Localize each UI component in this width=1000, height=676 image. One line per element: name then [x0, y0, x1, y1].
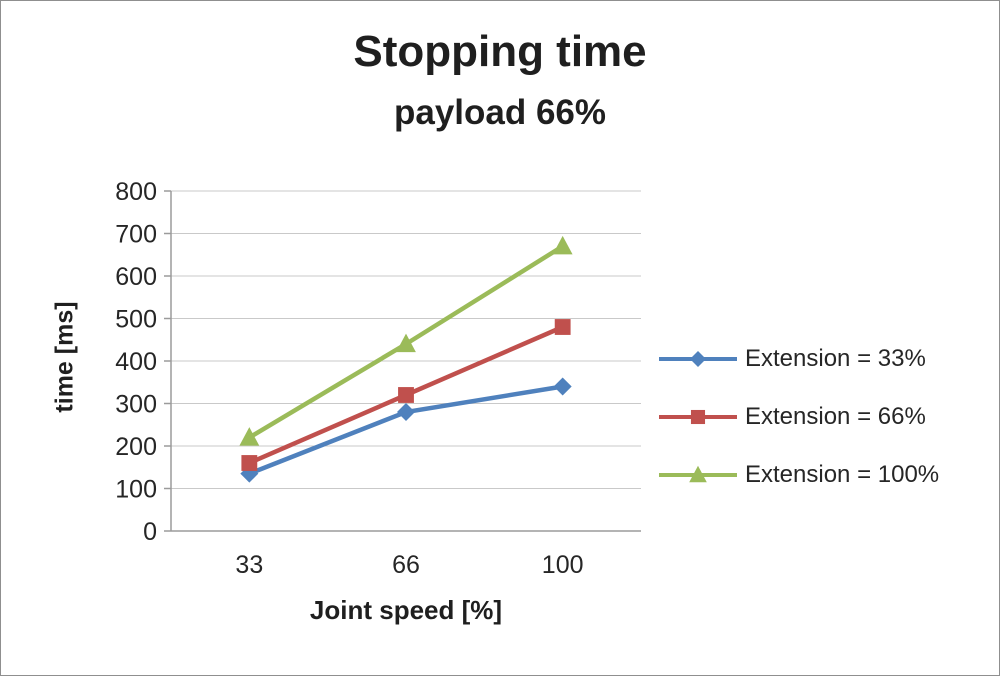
y-tick-label: 500 [115, 306, 157, 334]
series-marker [554, 319, 571, 335]
legend-label: Extension = 66% [745, 403, 926, 430]
legend-marker-triangle-icon [659, 465, 737, 483]
series-marker [553, 377, 572, 396]
legend-marker-sample [690, 409, 706, 425]
legend-item: Extension = 100% [657, 461, 940, 488]
series-marker [396, 333, 416, 353]
y-tick-label: 400 [115, 348, 157, 376]
y-tick-label: 800 [115, 178, 157, 206]
y-tick-label: 600 [115, 263, 157, 291]
series-marker [397, 403, 415, 421]
series-marker [552, 235, 573, 255]
y-tick-label: 200 [115, 433, 157, 461]
y-tick-label: 700 [115, 221, 157, 249]
legend-label: Extension = 100% [745, 461, 940, 488]
legend-label: Extension = 33% [745, 345, 926, 372]
x-tick-label: 100 [542, 551, 584, 579]
chart-subtitle: payload 66% [393, 93, 607, 132]
legend: Extension = 33% Extension = 66% Extension … [657, 345, 940, 521]
y-tick-label: 300 [115, 391, 157, 419]
y-tick-label: 100 [115, 476, 157, 504]
x-axis-title: Joint speed [%] [309, 595, 503, 625]
legend-item: Extension = 66% [657, 403, 939, 430]
x-tick-label: 33 [235, 551, 263, 579]
series-marker [239, 427, 260, 446]
chart-title: Stopping time [353, 27, 647, 76]
legend-marker-diamond-icon [659, 351, 737, 367]
x-tick-label: 66 [392, 551, 420, 579]
series-marker [241, 455, 258, 471]
series-marker [398, 387, 414, 403]
legend-marker-sample [689, 465, 707, 483]
y-axis-title: time [ms] [50, 301, 79, 413]
y-tick-label: 0 [143, 518, 157, 546]
legend-marker-sample [690, 351, 706, 367]
legend-item: Extension = 33% [657, 345, 939, 372]
legend-marker-square-icon [659, 409, 737, 425]
